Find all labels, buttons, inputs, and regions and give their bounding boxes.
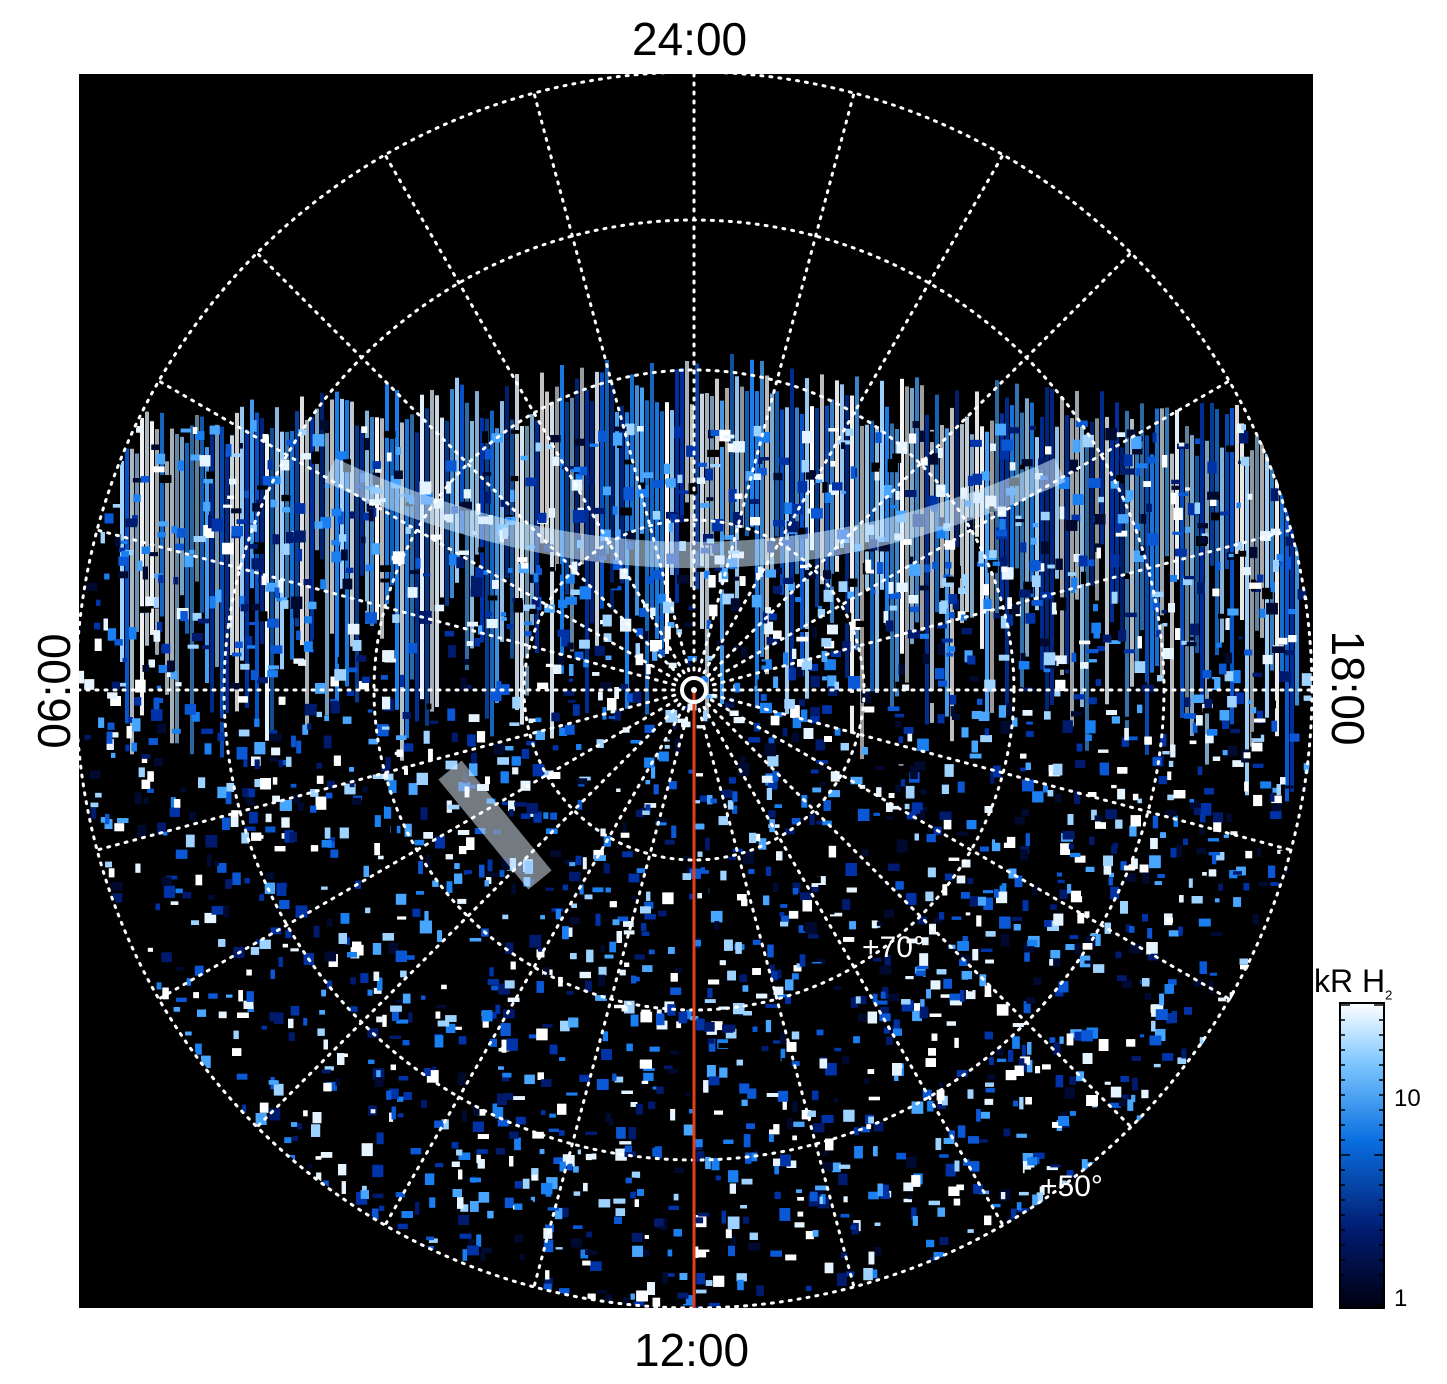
meridian-line	[702, 153, 1005, 675]
local-time-label-right: 18:00	[1322, 630, 1374, 746]
meridian-line	[157, 698, 679, 1001]
meridian-line	[383, 705, 686, 1227]
meridian-line	[383, 153, 686, 675]
auroral-emission-texture	[79, 354, 1313, 1308]
latitude-circle	[79, 74, 1313, 1308]
meridian-line	[255, 702, 682, 1129]
meridian-line	[711, 693, 1293, 852]
colorbar-tick-10: 10	[1394, 1085, 1421, 1112]
pole-marker	[680, 676, 708, 704]
meridian-line	[532, 91, 691, 673]
meridian-line	[702, 705, 1005, 1227]
meridian-line	[255, 251, 682, 678]
colorbar-tick-1: 1	[1394, 1285, 1408, 1312]
latitude-label-70: +70°	[862, 931, 925, 964]
local-time-label-top: 24:00	[632, 13, 748, 65]
colorbar	[1339, 1002, 1385, 1309]
latitude-label-50: +50°	[1040, 1170, 1103, 1203]
meridian-line	[95, 693, 677, 852]
emission-cells	[79, 354, 1313, 1308]
meridian-line	[697, 91, 856, 673]
meridian-line	[709, 379, 1231, 682]
meridian-line	[532, 707, 691, 1289]
meridian-line	[706, 702, 1133, 1129]
local-time-label-bottom: 12:00	[634, 1324, 750, 1376]
meridian-line	[706, 251, 1133, 678]
colorbar-title: kR H2	[1314, 963, 1393, 1003]
meridian-line	[157, 379, 679, 682]
meridian-line	[711, 528, 1293, 687]
meridian-line	[709, 698, 1231, 1001]
meridian-line	[95, 528, 677, 687]
meridian-line	[697, 707, 856, 1289]
local-time-label-left: 06:00	[28, 633, 80, 749]
latitude-circle	[522, 518, 866, 862]
